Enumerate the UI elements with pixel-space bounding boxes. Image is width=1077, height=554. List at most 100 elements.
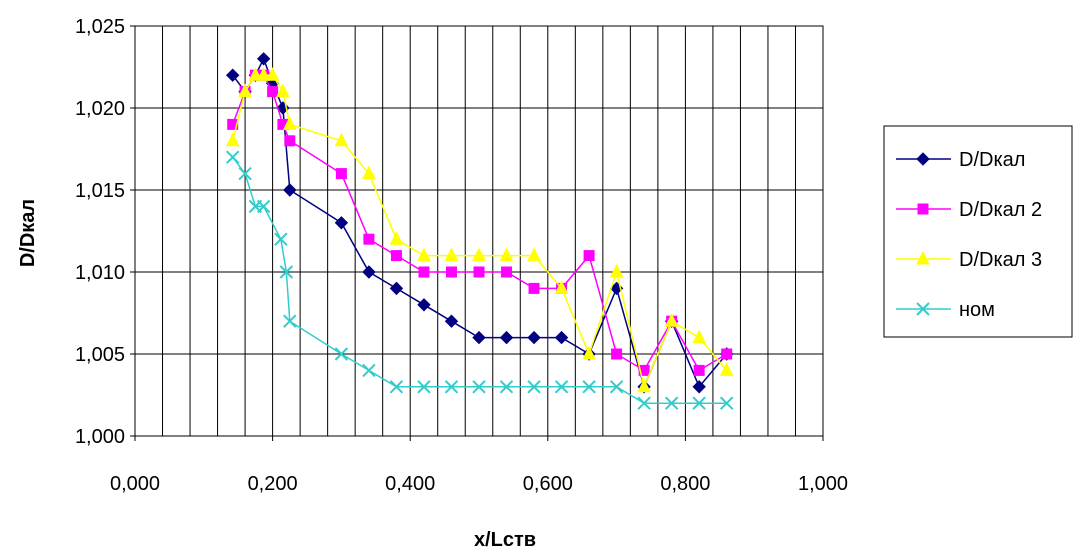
data-point [256, 67, 271, 81]
x-tick-label: 0,200 [248, 473, 298, 495]
data-point [389, 231, 404, 245]
x-axis-title: x/Lств [474, 529, 536, 551]
data-point [527, 380, 541, 394]
data-point [276, 83, 290, 98]
data-point [225, 132, 240, 147]
legend-item: D/Dкал [896, 149, 1025, 171]
data-point [692, 380, 706, 394]
data-point [283, 183, 297, 197]
data-point [664, 313, 679, 327]
legend-item: ном [896, 299, 995, 321]
data-point [274, 232, 288, 246]
series-3 [225, 67, 734, 393]
data-point [225, 150, 240, 164]
series-line [232, 156, 727, 404]
data-point [664, 396, 679, 410]
data-point [472, 247, 486, 262]
legend: D/Dкал D/Dкал 2 D/Dкал 3 ном [883, 125, 1073, 338]
data-point [227, 118, 239, 130]
data-point [637, 396, 651, 410]
legend-marker [916, 250, 930, 265]
data-point [363, 233, 375, 245]
data-point [611, 348, 623, 360]
data-point [418, 266, 430, 278]
legend-marker [916, 152, 930, 166]
data-point [719, 362, 734, 376]
data-point [248, 67, 263, 81]
series-layer [225, 52, 734, 410]
data-point [609, 263, 624, 278]
data-point [499, 380, 514, 394]
y-tick-label: 1,000 [75, 426, 125, 448]
legend-label: D/Dкал 2 [959, 199, 1042, 221]
data-point [444, 314, 459, 328]
data-point [362, 265, 376, 279]
data-point [256, 52, 271, 66]
legend-label: D/Dкал 3 [959, 249, 1042, 271]
data-point [238, 166, 252, 181]
x-tick-label: 0,000 [110, 473, 160, 495]
data-point [389, 281, 404, 296]
data-point [334, 216, 349, 230]
legend-item: D/Dкал 2 [896, 199, 1042, 221]
data-point [637, 378, 651, 393]
data-point [472, 330, 486, 345]
grid [135, 26, 823, 436]
data-point [582, 345, 596, 360]
legend-label: ном [959, 299, 995, 321]
data-point [444, 247, 459, 262]
data-point [334, 132, 349, 147]
data-point [362, 363, 376, 378]
plot-frame [134, 25, 824, 437]
y-tick-label: 1,020 [75, 98, 125, 120]
y-tick-label: 1,025 [75, 16, 125, 38]
y-axis-ticks: 1,000 1,005 1,010 1,015 1,020 1,025 [75, 16, 135, 448]
data-point [582, 380, 596, 394]
data-point [417, 298, 431, 312]
data-point [638, 364, 650, 376]
y-tick-label: 1,010 [75, 262, 125, 284]
data-point [554, 380, 569, 394]
series-line [231, 74, 728, 388]
data-point [335, 168, 347, 180]
data-point [528, 282, 540, 294]
x-tick-label: 1,000 [798, 473, 848, 495]
data-point [238, 83, 252, 98]
data-point [267, 86, 279, 98]
x-tick-label: 0,800 [660, 473, 710, 495]
data-point [256, 199, 271, 214]
data-point [693, 364, 705, 376]
data-point [719, 396, 734, 410]
x-axis-ticks: 0,000 0,200 0,400 0,600 0,800 1,000 [110, 436, 848, 495]
data-point [499, 330, 514, 345]
data-point [609, 380, 624, 394]
legend-label: D/Dкал [959, 149, 1025, 171]
data-point [279, 265, 294, 279]
legend-marker [917, 203, 929, 215]
legend-marker [916, 302, 930, 316]
data-point [417, 247, 431, 262]
data-point [473, 266, 485, 278]
data-point [472, 380, 486, 394]
data-point [501, 266, 513, 278]
data-point [225, 68, 240, 82]
data-point [417, 380, 431, 394]
data-point [389, 380, 404, 394]
data-point [362, 165, 376, 180]
data-point [527, 330, 541, 345]
legend-box [883, 125, 1073, 338]
data-point [390, 250, 402, 262]
data-point [692, 396, 706, 410]
data-point [283, 314, 297, 328]
x-tick-label: 0,600 [523, 473, 573, 495]
data-point [499, 247, 514, 262]
data-point [284, 135, 296, 147]
data-point [282, 116, 297, 130]
data-point [527, 247, 541, 262]
data-point [444, 380, 459, 394]
legend-item: D/Dкал 3 [896, 249, 1042, 271]
data-point [692, 329, 706, 344]
series-line [231, 74, 728, 372]
y-tick-label: 1,005 [75, 344, 125, 366]
